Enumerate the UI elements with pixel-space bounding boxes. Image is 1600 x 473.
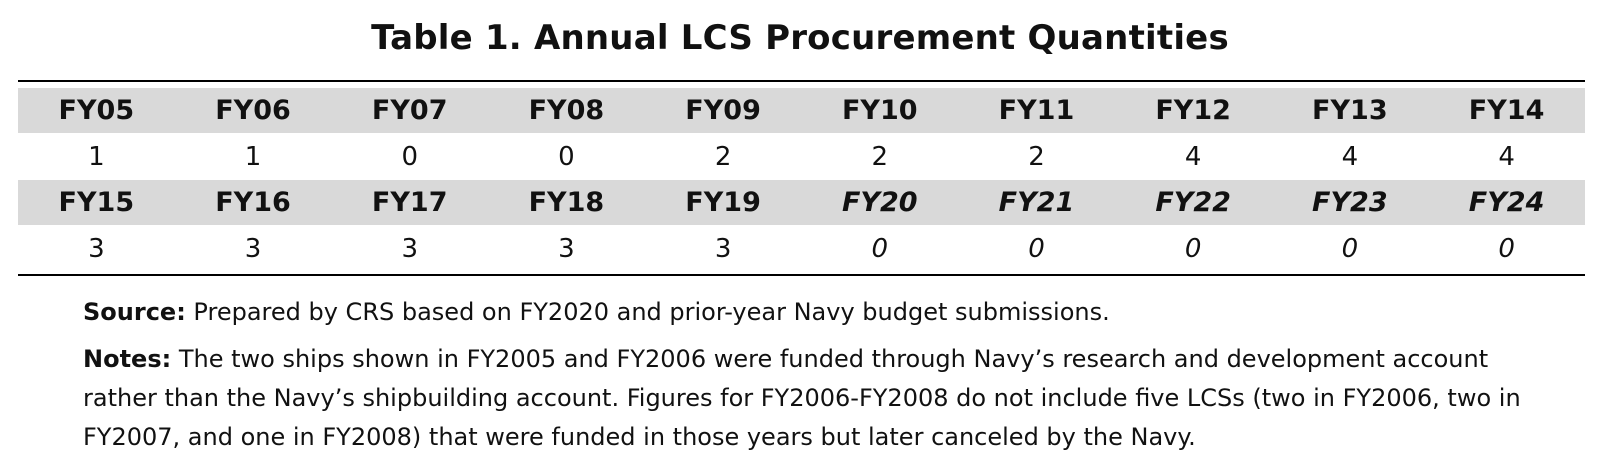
table-value-cell-projected: 0 — [1184, 233, 1202, 264]
table-value-cell-projected: 0 — [1341, 233, 1359, 264]
source-text: Prepared by CRS based on FY2020 and prio… — [185, 298, 1110, 326]
table-value-cell-projected: 0 — [1028, 233, 1045, 264]
table-value-cell: 2 — [1028, 141, 1045, 172]
table-header-cell: FY08 — [488, 88, 645, 133]
table-header-cell: FY10 — [801, 88, 959, 133]
table-value-cell: 4 — [1184, 141, 1202, 172]
procurement-table: FY05 FY06 FY07 FY08 FY09 FY10 FY11 FY12 … — [18, 88, 1585, 272]
source-label: Source: — [83, 298, 186, 326]
table-header-row: FY15 FY16 FY17 FY18 FY19 FY20 FY21 FY22 … — [18, 180, 1585, 225]
table-value-cell: 3 — [558, 233, 575, 264]
table-header-cell: FY18 — [488, 180, 645, 225]
table-header-cell: FY09 — [644, 88, 802, 133]
table-value-cell: 0 — [558, 141, 575, 172]
table-header-cell-projected: FY23 — [1271, 180, 1429, 225]
table-header-cell-projected: FY20 — [801, 180, 959, 225]
table-value-cell: 4 — [1341, 141, 1359, 172]
table-header-cell: FY06 — [174, 88, 332, 133]
procurement-table-container: FY05 FY06 FY07 FY08 FY09 FY10 FY11 FY12 … — [18, 80, 1585, 276]
table-header-cell-projected: FY24 — [1428, 180, 1585, 225]
table-value-cell: 2 — [871, 141, 889, 172]
table-value-row: 1 1 0 0 2 2 2 4 4 4 — [18, 133, 1585, 180]
table-header-row: FY05 FY06 FY07 FY08 FY09 FY10 FY11 FY12 … — [18, 88, 1585, 133]
table-value-cell: 2 — [714, 141, 732, 172]
notes-label: Notes: — [83, 345, 172, 373]
table-header-cell: FY07 — [331, 88, 489, 133]
table-value-cell: 3 — [401, 233, 418, 264]
table-value-cell-projected: 0 — [871, 233, 889, 264]
table-header-cell: FY16 — [174, 180, 332, 225]
notes-paragraph: Notes: The two ships shown in FY2005 and… — [83, 340, 1568, 457]
table-header-cell: FY12 — [1114, 88, 1272, 133]
table-value-cell-projected: 0 — [1498, 233, 1515, 264]
table-value-cell: 4 — [1498, 141, 1515, 172]
table-value-cell: 3 — [714, 233, 732, 264]
table-header-cell: FY19 — [644, 180, 802, 225]
table-header-cell: FY11 — [958, 88, 1115, 133]
table-title: Table 1. Annual LCS Procurement Quantiti… — [371, 18, 1229, 58]
table-header-cell: FY14 — [1428, 88, 1585, 133]
table-value-cell: 1 — [88, 141, 105, 172]
table-value-row: 3 3 3 3 3 0 0 0 0 0 — [18, 225, 1585, 272]
table-header-cell: FY05 — [18, 88, 175, 133]
table-value-cell: 3 — [88, 233, 105, 264]
table-header-cell-projected: FY22 — [1114, 180, 1272, 225]
source-note: Source: Prepared by CRS based on FY2020 … — [83, 293, 1563, 331]
table-header-cell: FY15 — [18, 180, 175, 225]
table-header-cell: FY17 — [331, 180, 489, 225]
table-header-cell: FY13 — [1271, 88, 1429, 133]
notes-text: The two ships shown in FY2005 and FY2006… — [83, 345, 1521, 451]
table-value-cell: 0 — [401, 141, 418, 172]
table-header-cell-projected: FY21 — [958, 180, 1115, 225]
table-value-cell: 1 — [244, 141, 262, 172]
table-value-cell: 3 — [244, 233, 262, 264]
